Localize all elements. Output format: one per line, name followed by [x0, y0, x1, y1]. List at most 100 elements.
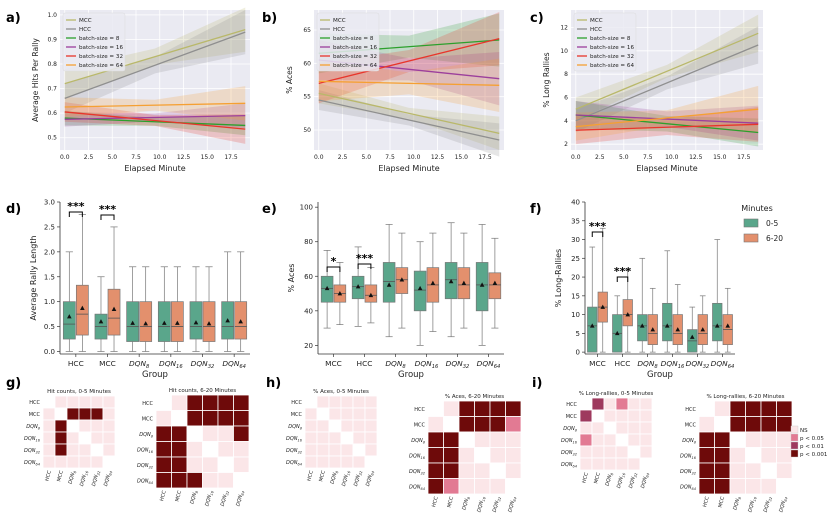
y-tick-label: 20	[571, 274, 580, 282]
heatmap-cell	[714, 400, 731, 417]
row-label: DQN16	[286, 436, 303, 443]
heatmap-cell	[316, 419, 330, 433]
heatmap-cell	[505, 447, 522, 464]
legend-label: batch-size = 32	[79, 54, 123, 60]
heatmap-cell	[54, 455, 68, 469]
heatmap-cell	[627, 397, 641, 411]
significance-bracket	[326, 266, 341, 272]
heatmap-cell	[603, 445, 617, 459]
legend-swatch	[790, 425, 799, 434]
heatmap-cell	[316, 407, 330, 421]
col-label: DQN32	[628, 471, 639, 489]
heatmap-cell	[760, 416, 777, 433]
heatmap-cell	[155, 425, 172, 442]
series-line-bs64	[575, 108, 759, 128]
heatmap-cell	[729, 462, 746, 479]
heatmap-cell	[352, 443, 366, 457]
row-label: DQN64	[680, 484, 696, 491]
heatmap-cell	[489, 431, 506, 448]
heatmap-cell	[714, 431, 731, 448]
heatmap-title: Hit counts, 6-20 Minutes	[169, 388, 236, 394]
row-label: DQN16	[680, 453, 697, 460]
heatmap-cell	[352, 419, 366, 433]
col-label: MCC	[446, 495, 455, 508]
heatmap-cell	[474, 400, 491, 417]
box-MCC-0-5	[320, 250, 334, 329]
heatmap-cell	[474, 431, 491, 448]
box-MCC-6-20	[597, 227, 608, 353]
heatmap-g1: Hit counts, 0-5 MinutesHCCHCCMCCMCCDQN8D…	[24, 389, 116, 487]
heatmap-cell	[340, 431, 354, 445]
heatmap-cell	[745, 478, 762, 495]
x-tick-label: 0.0	[314, 154, 324, 161]
heatmap-cell	[443, 431, 460, 448]
row-label: HCC	[566, 402, 577, 408]
heatmap-cell	[54, 443, 68, 457]
x-tick-label: 15.0	[201, 154, 215, 161]
heatmap-cell	[90, 455, 104, 469]
ci-band-HCC	[318, 90, 500, 157]
series-line-bs64	[64, 102, 246, 108]
x-tick-label: 2.5	[338, 154, 348, 161]
heatmap-cell	[328, 395, 342, 409]
y-tick-label: 12	[560, 25, 568, 32]
heatmap-cell	[579, 397, 593, 411]
row-label: HCC	[291, 400, 302, 406]
box-DQN_32-6-20	[202, 266, 216, 352]
mean-marker	[67, 314, 72, 319]
heatmap-cell	[627, 433, 641, 447]
col-label: DQN8	[461, 495, 471, 511]
y-tick-label: 10	[560, 48, 568, 55]
mean-marker	[600, 304, 606, 309]
mean-marker	[448, 278, 454, 284]
heatmap-cell	[458, 400, 475, 417]
col-label: MCC	[717, 495, 726, 508]
x-tick-label: 5.0	[619, 154, 629, 161]
box-DQN_32-0-5	[189, 266, 203, 352]
x-tick-label: 7.5	[385, 154, 395, 161]
significance-bracket	[591, 231, 604, 237]
heatmap-cell	[760, 462, 777, 479]
mean-marker	[664, 323, 670, 328]
legend-label: batch-size = 8	[79, 36, 120, 42]
y-tick-label: 15	[571, 292, 580, 300]
heatmap-cell	[639, 397, 653, 411]
heatmap-cell	[474, 462, 491, 479]
y-tick-label: 3.0	[44, 199, 55, 207]
heatmap-cell	[155, 456, 172, 473]
y-tick-label: 55	[303, 94, 311, 101]
heatmap-cell	[340, 419, 354, 433]
mean-marker	[225, 318, 230, 323]
col-label: DQN64	[103, 470, 113, 487]
series-line-MCC	[318, 92, 500, 134]
heatmap-cell	[90, 419, 104, 433]
heatmap-cell	[427, 447, 444, 464]
row-label: MCC	[29, 412, 41, 418]
series-line-HCC	[318, 99, 500, 141]
heatmap-cell	[729, 447, 746, 464]
x-tick-label: MCC	[589, 359, 606, 368]
y-tick-label: 50	[303, 127, 311, 134]
heatmap-cell	[202, 394, 219, 411]
row-label: DQN32	[561, 450, 578, 457]
heatmap-cell	[78, 395, 92, 409]
heatmap-cell	[54, 431, 68, 445]
col-label: MCC	[318, 469, 327, 482]
row-label: DQN64	[286, 460, 302, 467]
legend-label: batch-size = 64	[333, 63, 377, 69]
box-DQN_32-0-5	[687, 306, 698, 353]
heatmap-cell	[304, 407, 318, 421]
row-label: HCC	[29, 400, 40, 406]
heatmap-cell	[90, 395, 104, 409]
legend-swatch	[790, 433, 799, 442]
box-DQN_16-0-5	[662, 250, 673, 353]
col-label: DQN32	[220, 489, 231, 507]
heatmap-cell	[202, 410, 219, 427]
x-tick-label: DQN32	[446, 359, 470, 370]
box-iqr	[107, 288, 121, 336]
heatmap-cell	[714, 462, 731, 479]
mean-marker	[80, 305, 85, 310]
legend-label: batch-size = 8	[333, 36, 374, 42]
heatmap-cell	[233, 410, 250, 427]
